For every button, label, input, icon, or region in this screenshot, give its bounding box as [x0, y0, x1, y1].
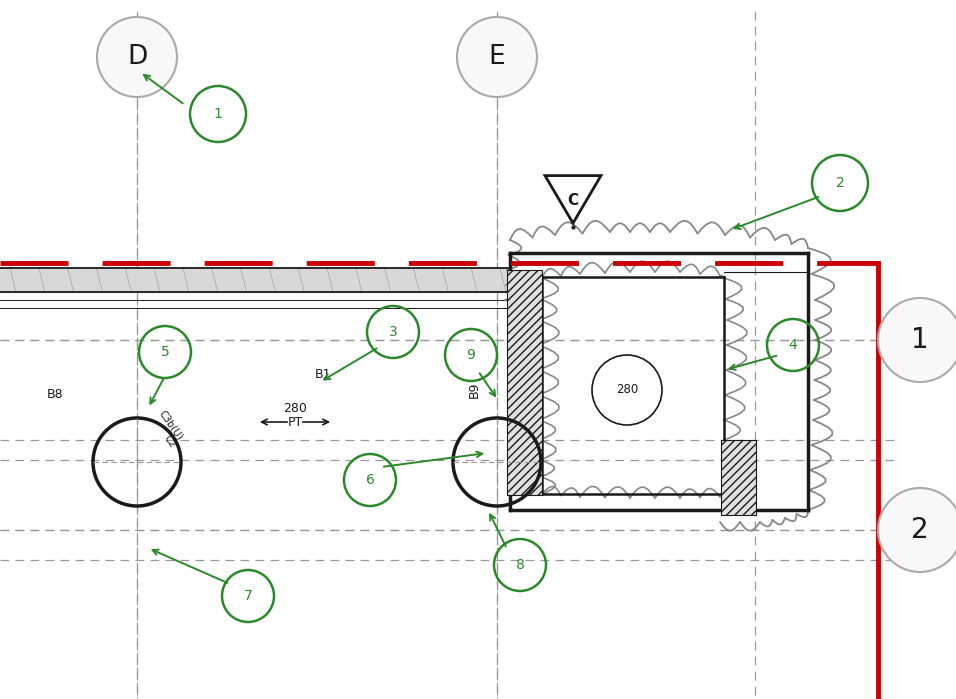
- Text: 7: 7: [244, 589, 252, 603]
- Text: C3b(U): C3b(U): [503, 408, 531, 442]
- Text: C: C: [568, 192, 578, 208]
- Text: 8: 8: [515, 558, 525, 572]
- Bar: [507, 270, 542, 495]
- Text: PT: PT: [288, 416, 303, 429]
- Text: C2: C2: [162, 434, 178, 450]
- Text: B8: B8: [47, 389, 63, 401]
- Text: 9: 9: [467, 348, 475, 362]
- Text: 2: 2: [836, 176, 844, 190]
- Text: 1: 1: [213, 107, 223, 121]
- Text: 280: 280: [616, 384, 638, 396]
- Text: D: D: [127, 44, 147, 70]
- Ellipse shape: [878, 298, 956, 382]
- Text: 1: 1: [911, 326, 929, 354]
- Text: 5: 5: [161, 345, 169, 359]
- Text: B1: B1: [315, 368, 331, 382]
- Ellipse shape: [97, 17, 177, 97]
- Ellipse shape: [457, 17, 537, 97]
- Text: E: E: [489, 44, 506, 70]
- Text: 6: 6: [365, 473, 375, 487]
- Ellipse shape: [878, 488, 956, 572]
- Text: C3b(U): C3b(U): [157, 408, 185, 442]
- Text: B9: B9: [467, 382, 481, 398]
- Text: 280: 280: [283, 402, 307, 415]
- Text: 2: 2: [911, 516, 929, 544]
- Bar: [721, 440, 756, 515]
- Text: 3: 3: [389, 325, 398, 339]
- Text: C2: C2: [508, 434, 524, 450]
- Text: 4: 4: [789, 338, 797, 352]
